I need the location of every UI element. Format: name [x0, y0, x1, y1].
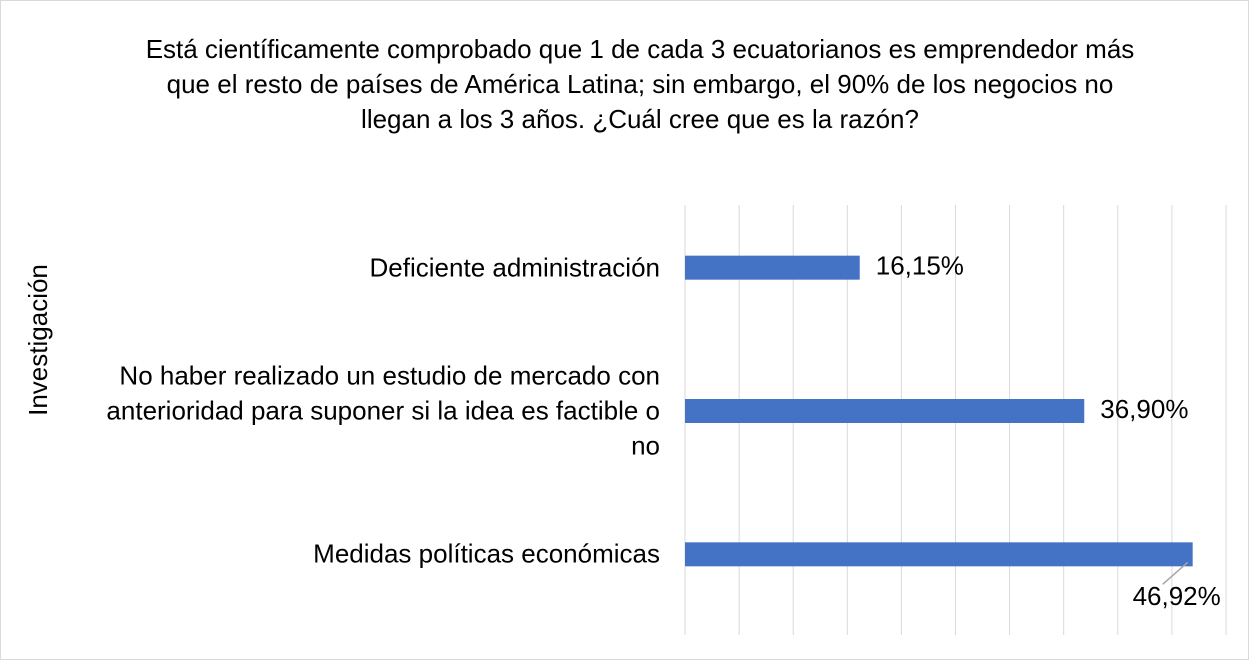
- data-label: 46,92%: [1133, 581, 1221, 611]
- bar: [685, 255, 860, 280]
- data-label: 16,15%: [876, 251, 964, 281]
- bar: [685, 542, 1193, 567]
- chart-title: Está científicamente comprobado que 1 de…: [145, 34, 1135, 134]
- y-tick-label: Deficiente administración: [369, 252, 660, 283]
- y-tick-label: No haber realizado un estudio de mercado…: [106, 360, 660, 461]
- bar: [685, 399, 1085, 423]
- leader-line: [1162, 561, 1189, 585]
- data-label: 36,90%: [1100, 394, 1188, 424]
- y-axis-label: Investigación: [23, 264, 53, 416]
- y-tick-label: Medidas políticas económicas: [313, 538, 660, 569]
